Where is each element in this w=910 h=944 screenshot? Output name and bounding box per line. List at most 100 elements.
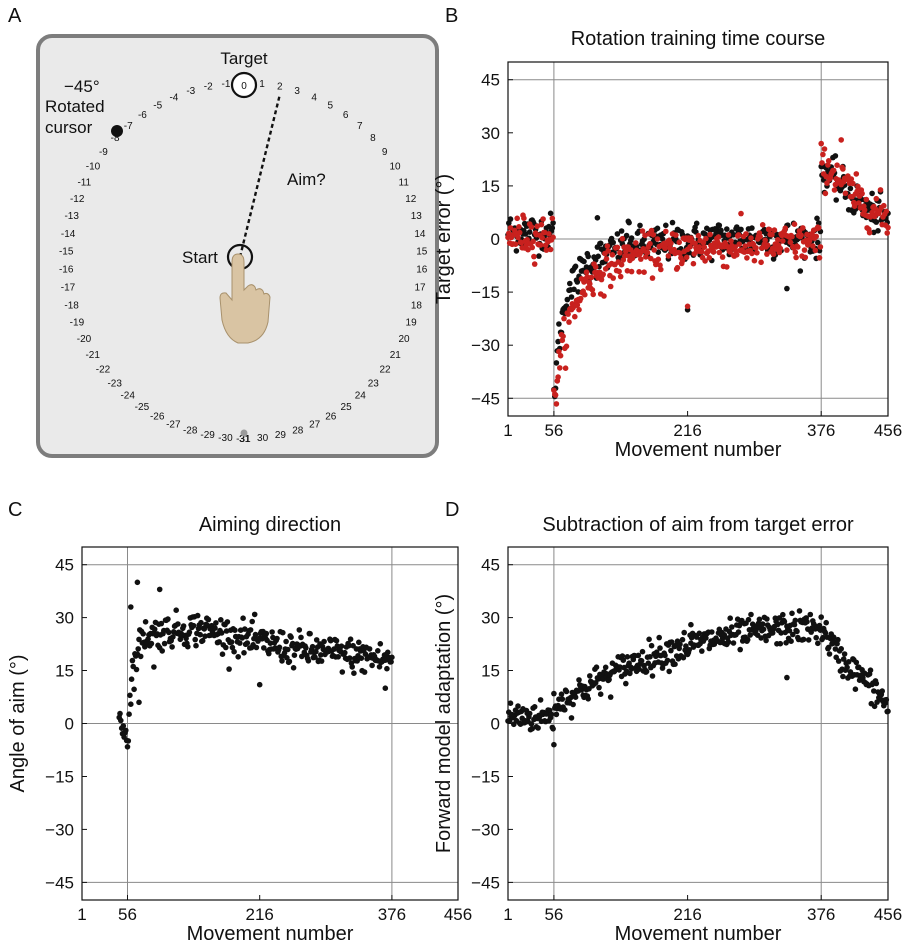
dial-label-right-11: 11 xyxy=(399,177,410,188)
dial-label-left-31: -31 xyxy=(236,434,251,445)
dial-label-left-13: -13 xyxy=(64,211,79,222)
point-series-0 xyxy=(709,629,715,635)
point-series-1 xyxy=(540,216,546,222)
point-series-0 xyxy=(639,648,646,655)
point-series-0 xyxy=(738,226,744,233)
x-axis-label: Movement number xyxy=(615,923,782,944)
panel-letter-a: A xyxy=(8,5,22,27)
dial-label-right-9: 9 xyxy=(382,147,388,158)
point-series-1 xyxy=(793,254,799,261)
point-series-0 xyxy=(198,619,204,626)
point-series-0 xyxy=(564,296,571,303)
point-series-1 xyxy=(818,140,824,147)
rotation-label: −45° xyxy=(64,77,100,96)
dial-label-left-24: -24 xyxy=(120,391,135,402)
dial-label-right-4: 4 xyxy=(311,92,317,103)
panel-letter-d: D xyxy=(445,499,459,521)
point-series-1 xyxy=(572,313,578,320)
point-series-0 xyxy=(840,656,847,662)
dial-label-left-4: -4 xyxy=(169,92,178,103)
point-series-0 xyxy=(879,688,885,694)
point-series-0 xyxy=(526,229,533,235)
point-series-1 xyxy=(802,254,809,261)
bottom-dot xyxy=(240,429,248,437)
y-tick-label: −30 xyxy=(471,336,500,355)
point-series-0 xyxy=(551,690,557,697)
dial-label-right-27: 27 xyxy=(309,419,321,430)
point-series-0 xyxy=(624,654,631,660)
point-series-0 xyxy=(764,616,770,622)
point-series-0 xyxy=(871,703,878,710)
dial-label-right-2: 2 xyxy=(277,82,283,93)
dial-label-left-22: -22 xyxy=(96,365,111,376)
point-series-1 xyxy=(516,229,523,236)
point-series-0 xyxy=(216,639,222,645)
point-series-0 xyxy=(668,647,674,654)
point-series-0 xyxy=(161,640,168,647)
point-series-0 xyxy=(563,688,570,695)
point-series-1 xyxy=(830,167,837,174)
point-series-0 xyxy=(567,280,573,287)
point-series-0 xyxy=(283,638,289,645)
point-series-0 xyxy=(823,619,829,626)
point-series-1 xyxy=(616,268,622,275)
dial-label-left-25: -25 xyxy=(135,402,150,413)
point-series-1 xyxy=(610,275,616,281)
point-series-1 xyxy=(850,180,856,187)
point-series-0 xyxy=(617,664,623,670)
point-series-1 xyxy=(530,238,536,245)
point-series-0 xyxy=(513,248,520,254)
point-series-0 xyxy=(792,617,799,624)
dial-label-right-1: 1 xyxy=(259,79,265,90)
point-series-1 xyxy=(538,221,545,228)
point-series-0 xyxy=(313,637,320,643)
point-series-1 xyxy=(529,244,535,251)
dial-label-right-26: 26 xyxy=(325,411,337,422)
point-series-0 xyxy=(118,717,124,724)
x-axis-label: Movement number xyxy=(615,439,782,461)
x-tick-label: 1 xyxy=(503,421,512,440)
point-series-0 xyxy=(784,674,790,681)
point-series-1 xyxy=(543,247,550,253)
point-series-0 xyxy=(840,673,846,680)
point-series-0 xyxy=(388,659,394,665)
point-series-0 xyxy=(235,654,241,660)
point-series-1 xyxy=(769,231,775,238)
point-series-0 xyxy=(377,641,384,647)
point-series-1 xyxy=(736,241,743,247)
point-series-1 xyxy=(710,249,717,255)
point-series-1 xyxy=(810,243,816,249)
point-series-0 xyxy=(313,648,319,655)
point-series-0 xyxy=(197,631,203,638)
point-series-0 xyxy=(376,664,383,670)
x-axis-label: Movement number xyxy=(187,923,354,944)
point-series-1 xyxy=(757,234,763,240)
y-tick-label: 45 xyxy=(55,556,74,575)
point-series-1 xyxy=(831,187,838,193)
point-series-0 xyxy=(247,627,254,633)
dial-label-left-18: -18 xyxy=(64,300,79,311)
point-series-0 xyxy=(555,338,561,345)
point-series-0 xyxy=(349,664,356,670)
point-series-0 xyxy=(753,627,759,633)
point-series-0 xyxy=(267,640,274,646)
point-series-0 xyxy=(614,231,621,237)
point-series-1 xyxy=(883,208,890,215)
dial-label-left-3: -3 xyxy=(186,86,195,97)
point-series-1 xyxy=(618,261,625,268)
dial-label-right-8: 8 xyxy=(370,133,376,144)
point-series-0 xyxy=(351,670,357,676)
point-series-1 xyxy=(647,240,653,247)
point-series-1 xyxy=(813,233,819,240)
dial-label-left-27: -27 xyxy=(166,419,181,430)
point-series-1 xyxy=(825,158,832,164)
point-series-1 xyxy=(812,247,819,254)
dial-label-left-28: -28 xyxy=(183,426,198,437)
point-series-1 xyxy=(701,244,708,250)
point-series-0 xyxy=(774,231,780,238)
point-series-1 xyxy=(546,231,552,237)
point-series-1 xyxy=(549,215,556,222)
point-series-1 xyxy=(601,293,607,299)
dial-label-left-17: -17 xyxy=(61,283,76,294)
point-series-0 xyxy=(256,681,263,688)
